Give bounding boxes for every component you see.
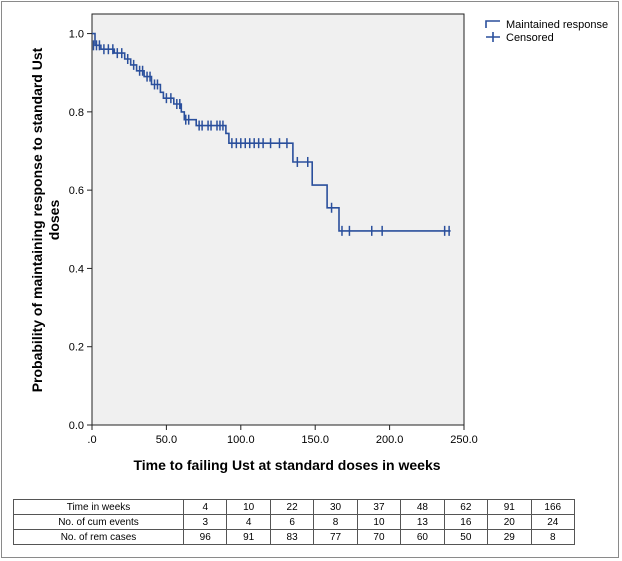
risk-cell: 91: [487, 499, 532, 515]
x-tick-label: 100.0: [227, 434, 255, 446]
risk-cell: 4: [226, 514, 271, 530]
risk-cell: 70: [356, 529, 402, 545]
risk-cell: 50: [443, 529, 489, 545]
risk-cell: 20: [487, 514, 532, 530]
risk-cell: 37: [356, 499, 402, 515]
y-tick-label: 0.2: [69, 342, 84, 354]
risk-cell: 29: [487, 529, 532, 545]
risk-cell: 30: [313, 499, 358, 515]
risk-cell: 77: [313, 529, 358, 545]
risk-table-body: Time in weeks 4 10 22 30 37 48 62 91 166 No. of cu…: [13, 499, 575, 545]
y-tick-label: 0.8: [69, 107, 84, 119]
x-tick-label: 150.0: [301, 434, 329, 446]
y-tick-label: 0.0: [69, 420, 84, 432]
y-axis-label: Probability of maintaining response to s…: [29, 47, 62, 392]
y-axis: 0.0 0.2 0.4 0.6 0.8 1.0: [69, 29, 92, 432]
legend-maintained-swatch: [485, 20, 500, 28]
risk-cell: 60: [400, 529, 445, 545]
x-tick-label: 50.0: [156, 434, 177, 446]
legend-censored-label: Censored: [506, 32, 554, 44]
risk-row-label: No. of cum events: [13, 514, 184, 530]
km-chart: .0 50.0 100.0 150.0 200.0 250.0 0.00.20.40.60…: [29, 13, 608, 473]
risk-table-row: Time in weeks 4 10 22 30 37 48 62 91 166: [13, 499, 575, 515]
risk-row-label: No. of rem cases: [13, 529, 184, 545]
x-tick-label: 200.0: [376, 434, 404, 446]
risk-cell: 6: [269, 514, 315, 530]
x-axis-label: Time to failing Ust at standard doses in…: [133, 457, 440, 473]
y-tick-label: 0.6: [69, 185, 84, 197]
risk-cell: 3: [182, 514, 228, 530]
risk-cell: 62: [443, 499, 489, 515]
risk-cell: 4: [182, 499, 228, 515]
risk-cell: 166: [530, 499, 575, 515]
legend: Maintained response Censored: [485, 19, 608, 44]
risk-cell: 8: [313, 514, 358, 530]
risk-cell: 13: [400, 514, 445, 530]
risk-cell: 10: [356, 514, 402, 530]
risk-cell: 22: [269, 499, 315, 515]
risk-table-row: No. of rem cases 96 91 83 77 70 60 50 29 8: [13, 529, 575, 545]
legend-maintained-label: Maintained response: [506, 19, 608, 31]
risk-cell: 96: [182, 529, 228, 545]
y-axis-label-line-2: doses: [46, 200, 62, 241]
x-tick-label: .0: [87, 434, 96, 446]
risk-cell: 48: [400, 499, 445, 515]
risk-cell: 8: [530, 529, 575, 545]
risk-row-label: Time in weeks: [13, 499, 184, 515]
risk-table-row: No. of cum events 3 4 6 8 10 13 16 20 24: [13, 514, 575, 530]
y-tick-label: 1.0: [69, 29, 84, 41]
legend-censored-swatch: [486, 32, 500, 42]
y-axis-label-line-1: Probability of maintaining response to s…: [29, 47, 45, 392]
risk-cell: 10: [226, 499, 271, 515]
y-tick-label: 0.4: [69, 263, 84, 275]
x-tick-label: 250.0: [450, 434, 478, 446]
x-axis: .0 50.0 100.0 150.0 200.0 250.0: [87, 425, 478, 446]
risk-cell: 83: [269, 529, 315, 545]
risk-cell: 91: [226, 529, 271, 545]
risk-cell: 16: [443, 514, 489, 530]
risk-table: Time in weeks 4 10 22 30 37 48 62 91 166 No. of cu…: [13, 499, 575, 545]
survival-step-line: [92, 32, 451, 232]
risk-cell: 24: [530, 514, 575, 530]
censor-marks: [92, 40, 450, 236]
